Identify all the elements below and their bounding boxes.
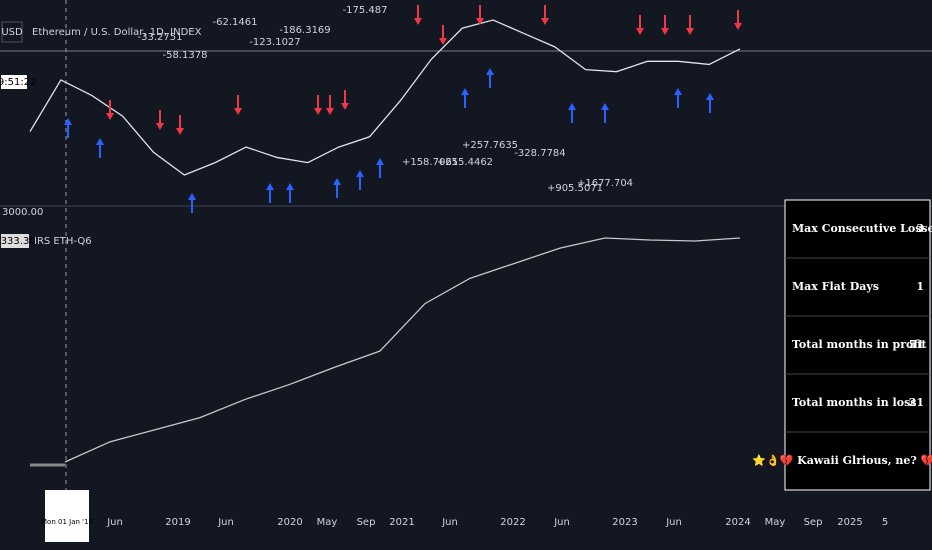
trade-label: +905.5071 (547, 183, 603, 194)
trade-arrow-head (234, 108, 242, 115)
trade-arrow-head (568, 103, 576, 110)
time-label: Sep (357, 517, 376, 528)
trade-arrow-head (333, 178, 341, 185)
trade-arrow-head (734, 23, 742, 30)
trade-label: -186.3169 (279, 25, 330, 36)
trade-label: -58.1378 (163, 50, 208, 61)
trade-label: -123.1027 (249, 37, 300, 48)
time-label: May (765, 517, 786, 528)
trade-arrow-head (106, 113, 114, 120)
time-label: Jun (665, 517, 682, 528)
equity-last-box (1, 234, 29, 248)
trade-label: -33.2751 (138, 32, 183, 43)
stat-label: Max Flat Days (792, 280, 879, 293)
time-label: 2022 (500, 517, 525, 528)
trade-arrow-head (376, 158, 384, 165)
time-label: 2024 (725, 517, 750, 528)
time-label: 5 (882, 517, 888, 528)
stat-label: Total months in profit (792, 338, 927, 351)
trade-arrow-head (188, 193, 196, 200)
trade-arrow-head (64, 118, 72, 125)
date-cursor-box (45, 490, 89, 542)
trade-arrow-head (356, 170, 364, 177)
stat-footer: ⭐👌💔 Kawaii Glrious, ne? 💔👌⭐ (752, 454, 932, 467)
trade-arrow-head (326, 108, 334, 115)
time-label: Jun (106, 517, 123, 528)
trade-label: -328.7784 (514, 148, 565, 159)
trade-label: +1677.704 (577, 178, 633, 189)
trade-arrow-head (674, 88, 682, 95)
time-label: 2025 (837, 517, 862, 528)
trade-arrow-head (686, 28, 694, 35)
time-label: Jun (441, 517, 458, 528)
trade-arrow-head (461, 88, 469, 95)
trade-arrow-head (286, 183, 294, 190)
equity-curve (64, 237, 741, 463)
currency: USD (1, 27, 23, 38)
time-label: Jun (217, 517, 234, 528)
trade-arrow-head (341, 103, 349, 110)
time-label: 2023 (612, 517, 637, 528)
trade-arrow-head (541, 18, 549, 25)
stat-value: 51 (909, 338, 924, 351)
price-line-series (29, 19, 741, 176)
trade-arrow-head (96, 138, 104, 145)
symbol-title: Ethereum / U.S. Dollar, 1D, INDEX (32, 27, 202, 38)
clock: 19:51:22 (0, 77, 36, 88)
trade-arrow-head (661, 28, 669, 35)
trade-arrow-head (156, 123, 164, 130)
trade-arrow-head (601, 103, 609, 110)
stat-value: 3 (916, 222, 924, 235)
stat-value: 1 (916, 280, 924, 293)
stat-value: 21 (909, 396, 924, 409)
equity-top: 3000.00 (2, 207, 43, 218)
trade-arrow-head (439, 38, 447, 45)
trade-arrow-head (314, 108, 322, 115)
equity-name: IRS ETH-Q6 (34, 236, 92, 247)
trade-arrow-head (414, 18, 422, 25)
trade-label: -175.487 (343, 5, 388, 16)
currency-box[interactable] (1, 21, 23, 43)
time-label: 2020 (277, 517, 302, 528)
trade-label: -62.1461 (213, 17, 258, 28)
trade-label: +215.4462 (437, 157, 493, 168)
trade-arrow-head (476, 18, 484, 25)
stat-label: Max Consecutive Losses (792, 222, 932, 235)
equity-last: 1333.30 (0, 236, 36, 247)
trade-label: +158.7065 (402, 157, 458, 168)
trade-arrow-head (486, 68, 494, 75)
trade-arrow-head (636, 28, 644, 35)
trade-label: +257.7635 (462, 140, 518, 151)
stat-label: Total months in loss (792, 396, 916, 409)
time-label: 2019 (165, 517, 190, 528)
time-label: Sep (804, 517, 823, 528)
trade-arrow-head (176, 128, 184, 135)
stats-table (784, 199, 931, 491)
time-label: 2021 (389, 517, 414, 528)
trade-arrow-head (706, 93, 714, 100)
trade-arrow-head (266, 183, 274, 190)
time-label: Mon 01 Jan '18 (41, 518, 93, 526)
time-label: Jun (553, 517, 570, 528)
time-label: May (317, 517, 338, 528)
clock-box (1, 75, 27, 89)
